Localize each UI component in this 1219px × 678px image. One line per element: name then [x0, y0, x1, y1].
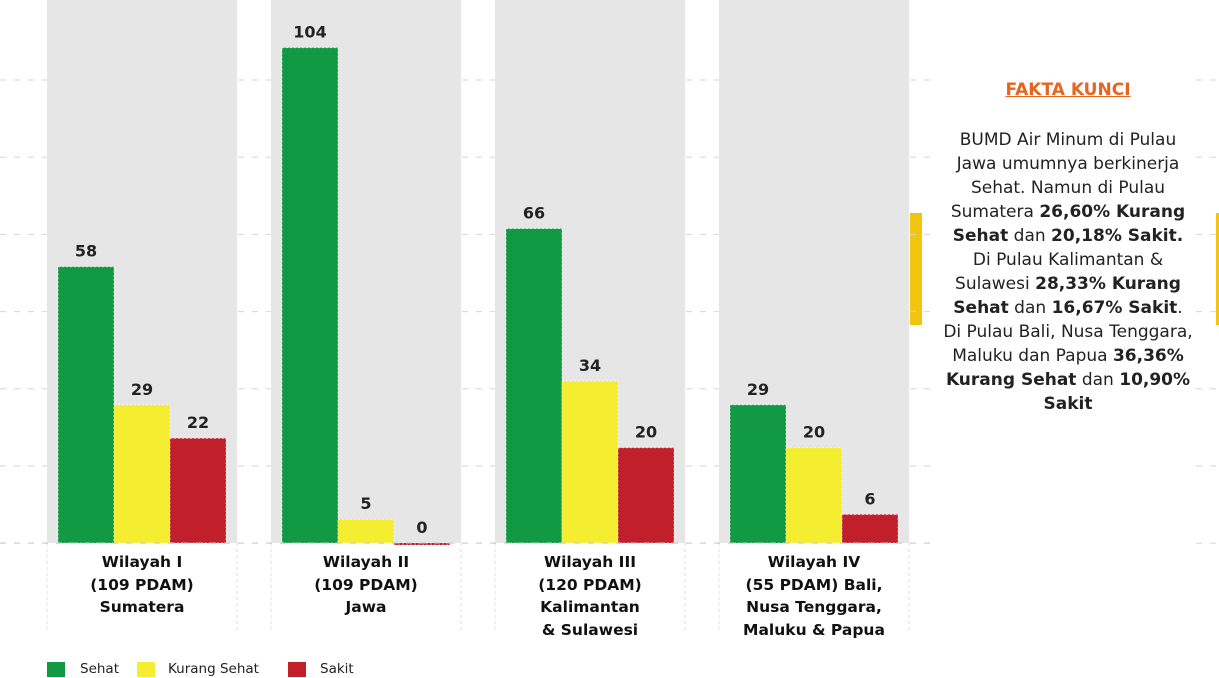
- value-label: 104: [293, 23, 326, 42]
- value-label: 66: [523, 204, 545, 223]
- bar: [785, 447, 843, 544]
- key-facts-text: BUMD Air Minum di Pulau Jawa umumnya ber…: [950, 130, 1180, 222]
- x-tick-label: Wilayah II (109 PDAM) Jawa: [314, 553, 418, 616]
- value-label: 5: [360, 494, 371, 513]
- key-facts-text: 16,67% Sakit: [1051, 298, 1178, 318]
- key-facts-text: dan: [1008, 298, 1052, 318]
- legend-swatch: [288, 662, 306, 677]
- bar: [281, 47, 339, 544]
- key-facts-text: . Di Pulau Bali, Nusa Tenggara, Maluku d…: [943, 298, 1193, 366]
- value-label: 29: [131, 380, 153, 399]
- key-facts: FAKTA KUNCI BUMD Air Minum di Pulau Jawa…: [942, 80, 1194, 416]
- legend-swatch: [137, 662, 155, 677]
- legend-label: Kurang Sehat: [168, 661, 259, 677]
- value-label: 58: [75, 242, 97, 261]
- bar: [729, 404, 787, 544]
- bar: [57, 266, 115, 544]
- bar: [113, 404, 171, 544]
- legend-swatch: [47, 662, 65, 677]
- value-label: 34: [579, 356, 601, 375]
- x-tick-label: Wilayah IV (55 PDAM) Bali, Nusa Tenggara…: [743, 553, 885, 639]
- key-facts-title: FAKTA KUNCI: [1005, 80, 1131, 100]
- x-tick-label: Wilayah I (109 PDAM) Sumatera: [90, 553, 194, 616]
- key-facts-text: 20,18% Sakit.: [1051, 226, 1184, 246]
- value-label: 29: [747, 380, 769, 399]
- bar: [169, 437, 227, 544]
- key-facts-text: 10,90% Sakit: [1043, 370, 1191, 414]
- value-label: 6: [864, 489, 875, 508]
- bar: [561, 380, 619, 544]
- key-facts-text: dan: [1076, 370, 1120, 390]
- bar: [841, 513, 899, 544]
- key-facts-text: 36,36% Kurang Sehat: [945, 346, 1184, 390]
- bar: [617, 447, 675, 544]
- value-label: 20: [803, 423, 825, 442]
- key-facts-text: 26,60% Kurang Sehat: [952, 202, 1186, 246]
- bar: [505, 228, 563, 544]
- x-tick-label: Wilayah III (120 PDAM) Kalimantan & Sula…: [538, 553, 642, 639]
- accent: [1216, 213, 1219, 325]
- value-label: 0: [416, 518, 427, 537]
- key-facts-body: BUMD Air Minum di Pulau Jawa umumnya ber…: [942, 128, 1194, 416]
- key-facts-text: Di Pulau Kalimantan & Sulawesi: [955, 250, 1164, 294]
- legend-label: Sehat: [80, 661, 119, 677]
- bar: [337, 518, 395, 544]
- key-facts-text: dan: [1008, 226, 1052, 246]
- value-label: 20: [635, 423, 657, 442]
- value-label: 22: [187, 413, 209, 432]
- key-facts-text: 28,33% Kurang Sehat: [953, 274, 1181, 318]
- accent: [910, 213, 922, 325]
- legend-label: Sakit: [320, 661, 354, 677]
